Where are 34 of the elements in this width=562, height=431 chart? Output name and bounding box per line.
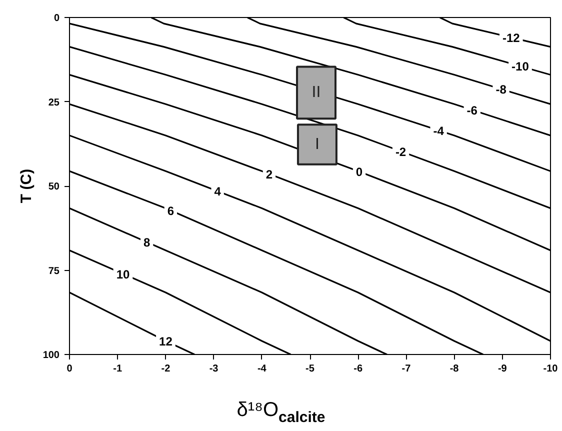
y-tick-label: 100 — [42, 350, 60, 361]
series-label: 10 — [116, 267, 130, 282]
x-tick-label: -9 — [498, 364, 508, 374]
series-label: 0 — [356, 165, 363, 180]
series-label: -8 — [496, 82, 507, 97]
series-label: 6 — [167, 204, 174, 218]
series-label: 4 — [214, 184, 222, 199]
x-tick-label: -6 — [354, 364, 363, 374]
y-tick-label: 0 — [54, 13, 60, 24]
series-label: -12 — [502, 31, 520, 45]
y-tick-label: 50 — [48, 182, 60, 192]
y-axis-title: T (C) — [18, 168, 35, 204]
series-label: 8 — [144, 236, 150, 250]
series-label: 2 — [266, 167, 273, 182]
x-tick-label: -4 — [257, 364, 267, 374]
series-label: -10 — [512, 60, 530, 74]
y-tick-label: 25 — [48, 97, 60, 108]
x-tick-label: -2 — [161, 364, 171, 374]
line-series — [70, 250, 292, 354]
x-tick-label: -7 — [402, 364, 412, 374]
x-tick-label: -8 — [450, 364, 460, 374]
line-series — [70, 207, 388, 354]
y-tick-label: 75 — [48, 266, 60, 277]
x-tick-label: -5 — [306, 364, 315, 374]
data-label: I — [314, 136, 320, 154]
x-tick-label: 0 — [66, 364, 73, 374]
x-tick-label: -3 — [209, 364, 219, 374]
series-label: -6 — [466, 103, 478, 118]
data-label: II — [312, 84, 321, 102]
series-label: -4 — [433, 124, 444, 138]
series-label: -2 — [395, 144, 406, 159]
x-tick-label: -1 — [113, 364, 122, 374]
series-label: 12 — [159, 334, 173, 349]
x-tick-label: -10 — [543, 364, 558, 374]
